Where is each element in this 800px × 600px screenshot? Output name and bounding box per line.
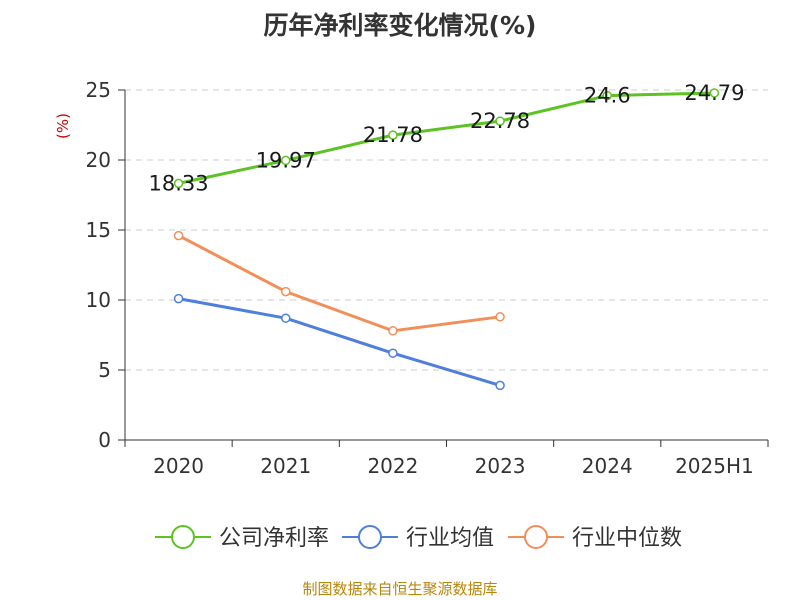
legend-item[interactable]: 行业中位数 — [508, 525, 682, 551]
legend-label: 公司净利率 — [219, 526, 329, 551]
chart-title: 历年净利率变化情况(%) — [263, 11, 537, 40]
grid-lines — [125, 89, 768, 371]
data-point — [281, 313, 291, 323]
x-tick-label: 2024 — [582, 454, 633, 478]
data-point — [388, 326, 398, 336]
y-axis-label: (%) — [54, 113, 72, 139]
series-layer — [173, 88, 720, 391]
y-tick-label: 5 — [98, 358, 111, 382]
axes: 0 5 10 15 20 25 (%) 2020 2021 2022 2023 2024 2025H1 — [54, 78, 769, 478]
legend-swatch-marker — [171, 525, 195, 549]
y-tick-label: 25 — [86, 78, 111, 102]
data-label: 24.79 — [684, 81, 744, 105]
data-label: 18.33 — [149, 171, 209, 195]
legend-item[interactable]: 公司净利率 — [155, 525, 329, 551]
data-point — [495, 380, 505, 391]
legend[interactable]: 公司净利率 行业均值 行业中位数 — [155, 525, 682, 551]
data-point — [173, 293, 184, 304]
x-tick-label: 2022 — [367, 454, 418, 478]
data-point — [388, 348, 398, 358]
legend-label: 行业中位数 — [572, 526, 682, 551]
data-point — [388, 130, 398, 140]
data-labels: 18.33 19.97 21.78 22.78 24.6 24.79 — [149, 81, 745, 195]
legend-swatch-marker — [358, 525, 382, 549]
data-point — [495, 116, 505, 126]
series-line — [177, 234, 501, 333]
x-tick-label: 2021 — [260, 454, 311, 478]
y-tick-label: 15 — [86, 218, 111, 242]
x-tick-label: 2025H1 — [675, 454, 754, 478]
data-point — [495, 312, 505, 322]
data-point — [281, 155, 291, 166]
data-label: 21.78 — [363, 123, 423, 147]
source-note: 制图数据来自恒生聚源数据库 — [302, 580, 498, 598]
data-label: 22.78 — [470, 109, 530, 133]
legend-item[interactable]: 行业均值 — [342, 525, 494, 551]
data-point — [173, 178, 184, 189]
data-label: 24.6 — [584, 84, 631, 108]
series-line — [178, 91, 715, 185]
data-label: 19.97 — [256, 148, 316, 172]
y-tick-label: 10 — [86, 288, 111, 312]
legend-label: 行业均值 — [406, 526, 494, 551]
data-point — [173, 230, 184, 241]
data-point — [602, 90, 612, 101]
x-tick-label: 2020 — [153, 454, 204, 478]
data-point — [281, 286, 291, 297]
x-tick-label: 2023 — [475, 454, 526, 478]
series-line — [178, 297, 501, 387]
data-point — [709, 88, 720, 98]
legend-swatch-marker — [524, 525, 548, 549]
y-tick-label: 20 — [86, 148, 111, 172]
y-tick-label: 0 — [98, 428, 111, 452]
